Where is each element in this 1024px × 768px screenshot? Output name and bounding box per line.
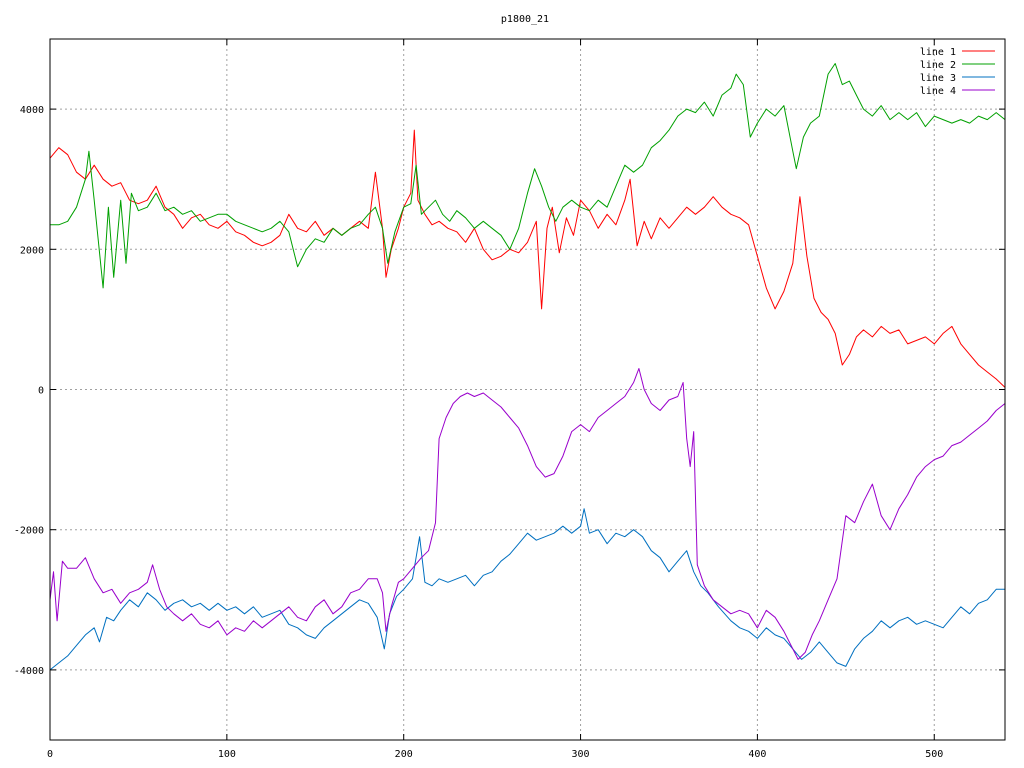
legend-label-4: line 4 (920, 86, 956, 97)
x-tick-label: 0 (47, 749, 53, 760)
x-tick-label: 400 (748, 749, 766, 760)
series-line-4 (49, 368, 1006, 660)
x-tick-label: 500 (925, 749, 943, 760)
y-tick-label: -4000 (14, 666, 44, 677)
series-lines (49, 63, 1006, 671)
legend-label-2: line 2 (920, 60, 956, 71)
y-tick-label: -2000 (14, 526, 44, 537)
grid (50, 39, 1005, 740)
y-tick-label: 0 (38, 386, 44, 397)
y-tick-label: 2000 (20, 245, 44, 256)
chart-title: p1800_21 (501, 14, 549, 25)
x-tick-label: 200 (395, 749, 413, 760)
series-line-3 (49, 508, 1005, 671)
series-line-2 (50, 63, 1006, 289)
axis-ticks: 0 100 200 300 400 500 -4000 -2000 0 2000 4000 (14, 39, 1005, 760)
x-tick-label: 300 (572, 749, 590, 760)
x-tick-label: 100 (218, 749, 236, 760)
y-tick-label: 4000 (20, 105, 44, 116)
series-line-1 (49, 129, 1006, 388)
legend-label-1: line 1 (920, 47, 956, 58)
legend-label-3: line 3 (920, 73, 956, 84)
legend: line 1 line 2 line 3 line 4 (920, 47, 995, 97)
